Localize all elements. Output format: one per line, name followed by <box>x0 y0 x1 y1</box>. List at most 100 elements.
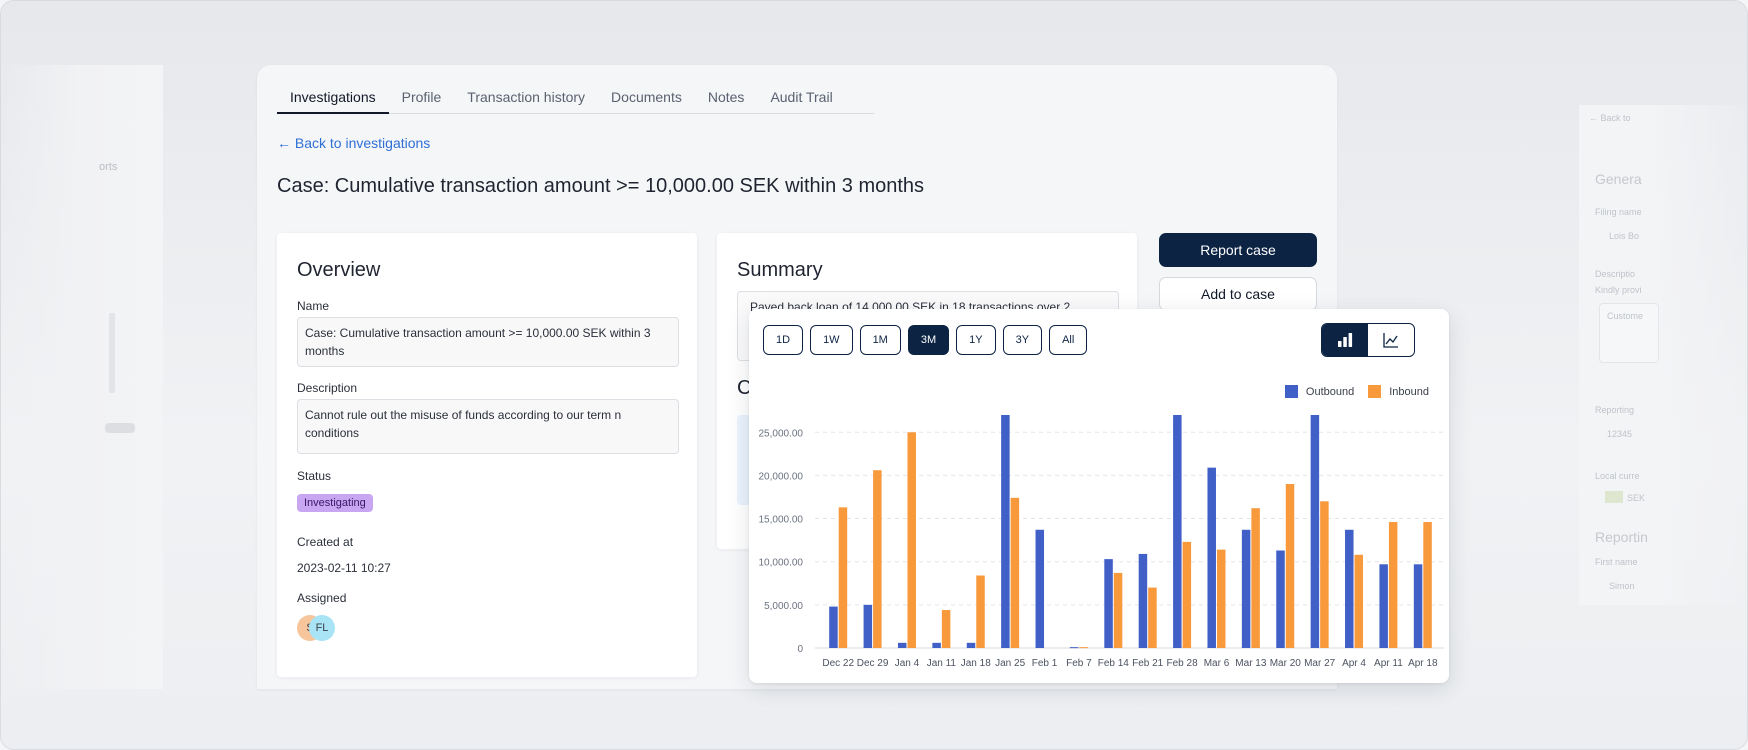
avatar[interactable]: FL <box>309 615 335 641</box>
ghost-placeholder: Custome <box>1607 311 1644 321</box>
outbound-swatch <box>1284 385 1298 398</box>
ghost-label: Filing name <box>1595 207 1642 217</box>
status-badge: Investigating <box>297 494 373 512</box>
line-chart-view-button[interactable] <box>1368 324 1414 356</box>
inbound-bar <box>1251 508 1260 648</box>
range-button-1m[interactable]: 1M <box>859 325 901 355</box>
inbound-bar <box>838 507 848 648</box>
ghost-value: Lois Bo <box>1609 231 1640 241</box>
description-field[interactable]: Cannot rule out the misuse of funds acco… <box>297 399 679 454</box>
inbound-bar <box>1423 522 1432 648</box>
overview-title: Overview <box>297 259 381 281</box>
range-button-all[interactable]: All <box>1049 325 1088 355</box>
legend-item-inbound[interactable]: Inbound <box>1368 385 1429 398</box>
outbound-bar <box>829 606 838 648</box>
y-tick-label: 10,000.00 <box>759 558 804 569</box>
description-label: Description <box>297 381 358 395</box>
range-button-3m[interactable]: 3M <box>907 325 950 355</box>
transactions-bar-chart: 0 5,000.00 10,000.00 15,000.00 20,000.00 25,0… <box>759 415 1444 669</box>
background-panel-left: orts <box>1 65 163 689</box>
tab-audit-trail[interactable]: Audit Trail <box>770 89 833 105</box>
ghost-heading: Genera <box>1595 171 1642 187</box>
range-button-1d[interactable]: 1D <box>763 325 804 355</box>
outbound-bar <box>1104 559 1113 648</box>
y-tick-label: 0 <box>797 644 803 655</box>
x-tick-label: Jan 11 <box>927 658 957 669</box>
outbound-bar <box>1310 415 1320 648</box>
ghost-label: Local curre <box>1595 471 1640 481</box>
legend-label: Inbound <box>1389 385 1429 398</box>
ghost-pill <box>105 423 135 433</box>
outbound-bar <box>897 642 907 648</box>
tab-documents[interactable]: Documents <box>611 89 682 105</box>
x-tick-label: Apr 18 <box>1408 658 1438 669</box>
assigned-avatars: S FL <box>297 615 357 643</box>
legend-label: Outbound <box>1305 385 1355 398</box>
ghost-back-link: ← Back to <box>1589 113 1631 123</box>
outbound-bar <box>1413 564 1423 648</box>
ghost-text: orts <box>99 161 118 173</box>
x-tick-label: Feb 21 <box>1132 658 1164 669</box>
chart-legend: Outbound Inbound <box>1284 385 1429 398</box>
inbound-swatch <box>1368 385 1382 398</box>
y-tick-label: 25,000.00 <box>759 428 804 439</box>
outbound-bar <box>966 642 976 648</box>
background-panel-right: ← Back to Genera Filing name Lois Bo Des… <box>1579 105 1747 605</box>
time-range-selector: 1D 1W 1M 3M 1Y 3Y All <box>763 325 1088 355</box>
tab-notes[interactable]: Notes <box>707 89 745 105</box>
outbound-bar <box>1379 564 1388 648</box>
name-label: Name <box>297 299 330 313</box>
bar-chart-view-button[interactable] <box>1322 324 1368 356</box>
add-to-case-button[interactable]: Add to case <box>1159 277 1317 311</box>
inbound-bar <box>941 610 951 648</box>
x-tick-label: Dec 22 <box>822 658 854 669</box>
x-tick-label: Jan 18 <box>961 658 991 669</box>
inbound-bar <box>1388 522 1398 648</box>
chart-view-toggle <box>1321 323 1415 357</box>
outbound-bar <box>1069 647 1079 649</box>
tab-profile[interactable]: Profile <box>401 89 442 105</box>
range-button-1y[interactable]: 1Y <box>956 325 996 355</box>
inbound-bar <box>1320 501 1329 648</box>
x-tick-label: Apr 4 <box>1342 658 1366 669</box>
y-tick-label: 5,000.00 <box>764 601 803 612</box>
assigned-label: Assigned <box>297 591 347 605</box>
y-tick-label: 15,000.00 <box>759 515 804 526</box>
transactions-chart-card: 1D 1W 1M 3M 1Y 3Y All <box>749 309 1449 683</box>
outbound-bar <box>1276 550 1285 648</box>
outbound-bar <box>1138 553 1148 648</box>
x-tick-label: Jan 25 <box>995 658 1025 669</box>
page-title: Case: Cumulative transaction amount >= 1… <box>277 175 925 197</box>
outbound-bar <box>1207 467 1216 648</box>
outbound-bar <box>932 642 941 648</box>
ghost-label: Reporting <box>1595 405 1635 415</box>
ghost-heading: Reportin <box>1595 529 1648 545</box>
status-label: Status <box>297 469 332 483</box>
tab-investigations[interactable]: Investigations <box>277 89 389 114</box>
name-field[interactable]: Case: Cumulative transaction amount >= 1… <box>297 317 679 367</box>
inbound-bar <box>1079 647 1088 649</box>
inbound-bar <box>1148 587 1157 648</box>
outbound-bar <box>1035 529 1045 648</box>
ghost-label: Kindly provi <box>1595 285 1642 295</box>
summary-title: Summary <box>737 259 823 281</box>
range-button-1w[interactable]: 1W <box>810 325 853 355</box>
inbound-bar <box>1113 572 1123 648</box>
outbound-bar <box>1173 415 1182 648</box>
inbound-bar <box>907 432 916 648</box>
summary-section-heading: C <box>737 377 752 399</box>
range-button-3y[interactable]: 3Y <box>1002 325 1043 355</box>
ghost-value: SEK <box>1627 493 1646 503</box>
back-to-investigations-link[interactable]: ← Back to investigations <box>277 135 431 151</box>
inbound-bar <box>873 470 882 648</box>
x-tick-label: Mar 13 <box>1235 658 1267 669</box>
report-case-button[interactable]: Report case <box>1159 233 1317 267</box>
outbound-bar <box>1345 529 1354 648</box>
tab-transaction-history[interactable]: Transaction history <box>467 89 586 105</box>
x-tick-label: Feb 28 <box>1167 658 1199 669</box>
x-tick-label: Feb 7 <box>1066 658 1092 669</box>
legend-item-outbound[interactable]: Outbound <box>1284 385 1355 398</box>
outbound-bar <box>863 604 873 648</box>
y-tick-label: 20,000.00 <box>759 471 804 482</box>
